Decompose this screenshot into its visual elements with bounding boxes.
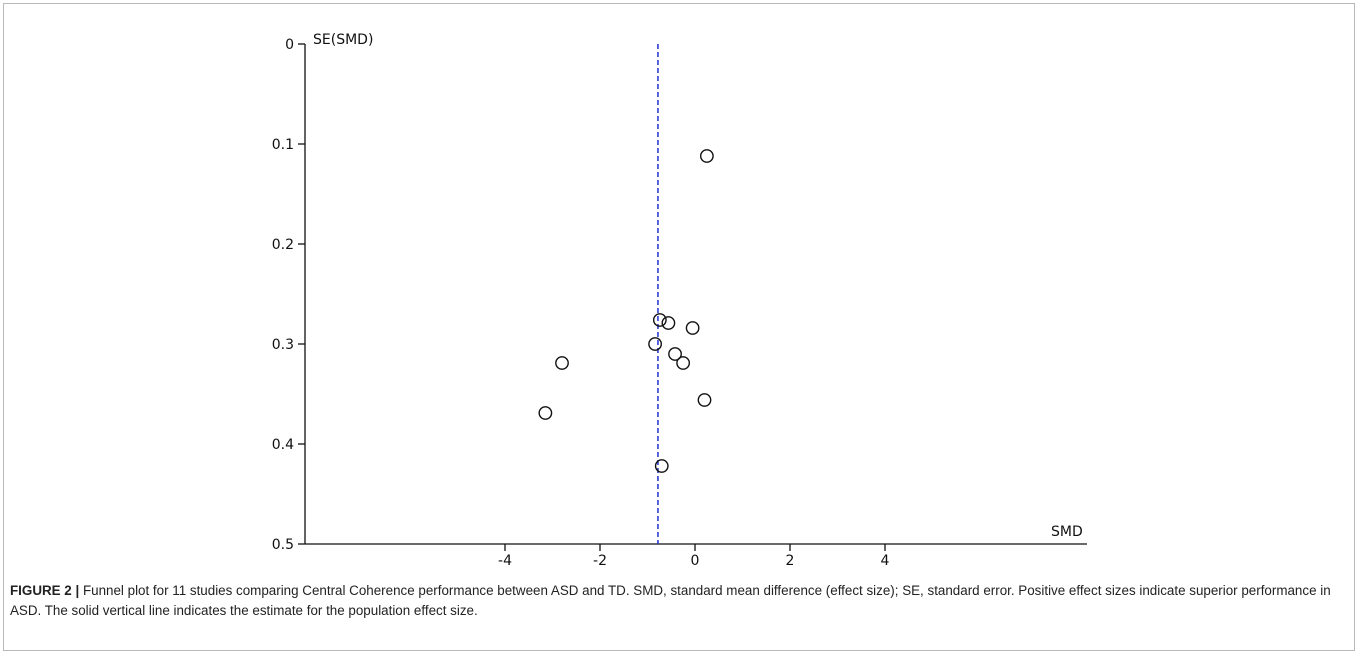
y-tick-label: 0.3 <box>272 337 294 353</box>
x-tick-label: 0 <box>691 553 700 569</box>
study-point <box>654 459 669 473</box>
y-tick-label: 0 <box>285 37 294 53</box>
x-tick-label: -4 <box>498 553 512 569</box>
y-tick-label: 0.4 <box>272 437 294 453</box>
study-point <box>699 149 714 163</box>
x-tick-label: 2 <box>786 553 795 569</box>
study-point <box>676 356 691 370</box>
y-tick-label: 0.2 <box>272 237 294 253</box>
x-axis-label: SMD <box>1051 524 1083 540</box>
y-tick-label: 0.1 <box>272 137 294 153</box>
figure-label: FIGURE 2 | <box>10 583 80 598</box>
x-tick-label: 4 <box>881 553 890 569</box>
y-axis-label: SE(SMD) <box>313 32 373 48</box>
funnel-plot: 0 0.1 0.2 0.3 0.4 0.5 -4 -2 0 2 4 SE(SMD) SMD <box>272 32 1087 569</box>
figure-caption-text: Funnel plot for 11 studies comparing Cen… <box>10 583 1331 618</box>
study-point <box>685 321 700 335</box>
study-point <box>555 356 569 370</box>
study-point <box>652 313 667 327</box>
study-point <box>661 316 676 330</box>
plot-ticks: 0 0.1 0.2 0.3 0.4 0.5 -4 -2 0 2 4 <box>272 37 890 569</box>
study-point <box>697 393 712 407</box>
plot-axes <box>304 44 1087 545</box>
study-point <box>668 347 682 361</box>
y-tick-label: 0.5 <box>272 537 294 553</box>
figure-caption: FIGURE 2 | Funnel plot for 11 studies co… <box>10 581 1350 621</box>
x-tick-label: -2 <box>593 553 607 569</box>
figure-frame <box>3 3 1355 651</box>
study-point <box>648 337 662 351</box>
plot-points <box>538 149 714 473</box>
study-point <box>538 406 553 420</box>
